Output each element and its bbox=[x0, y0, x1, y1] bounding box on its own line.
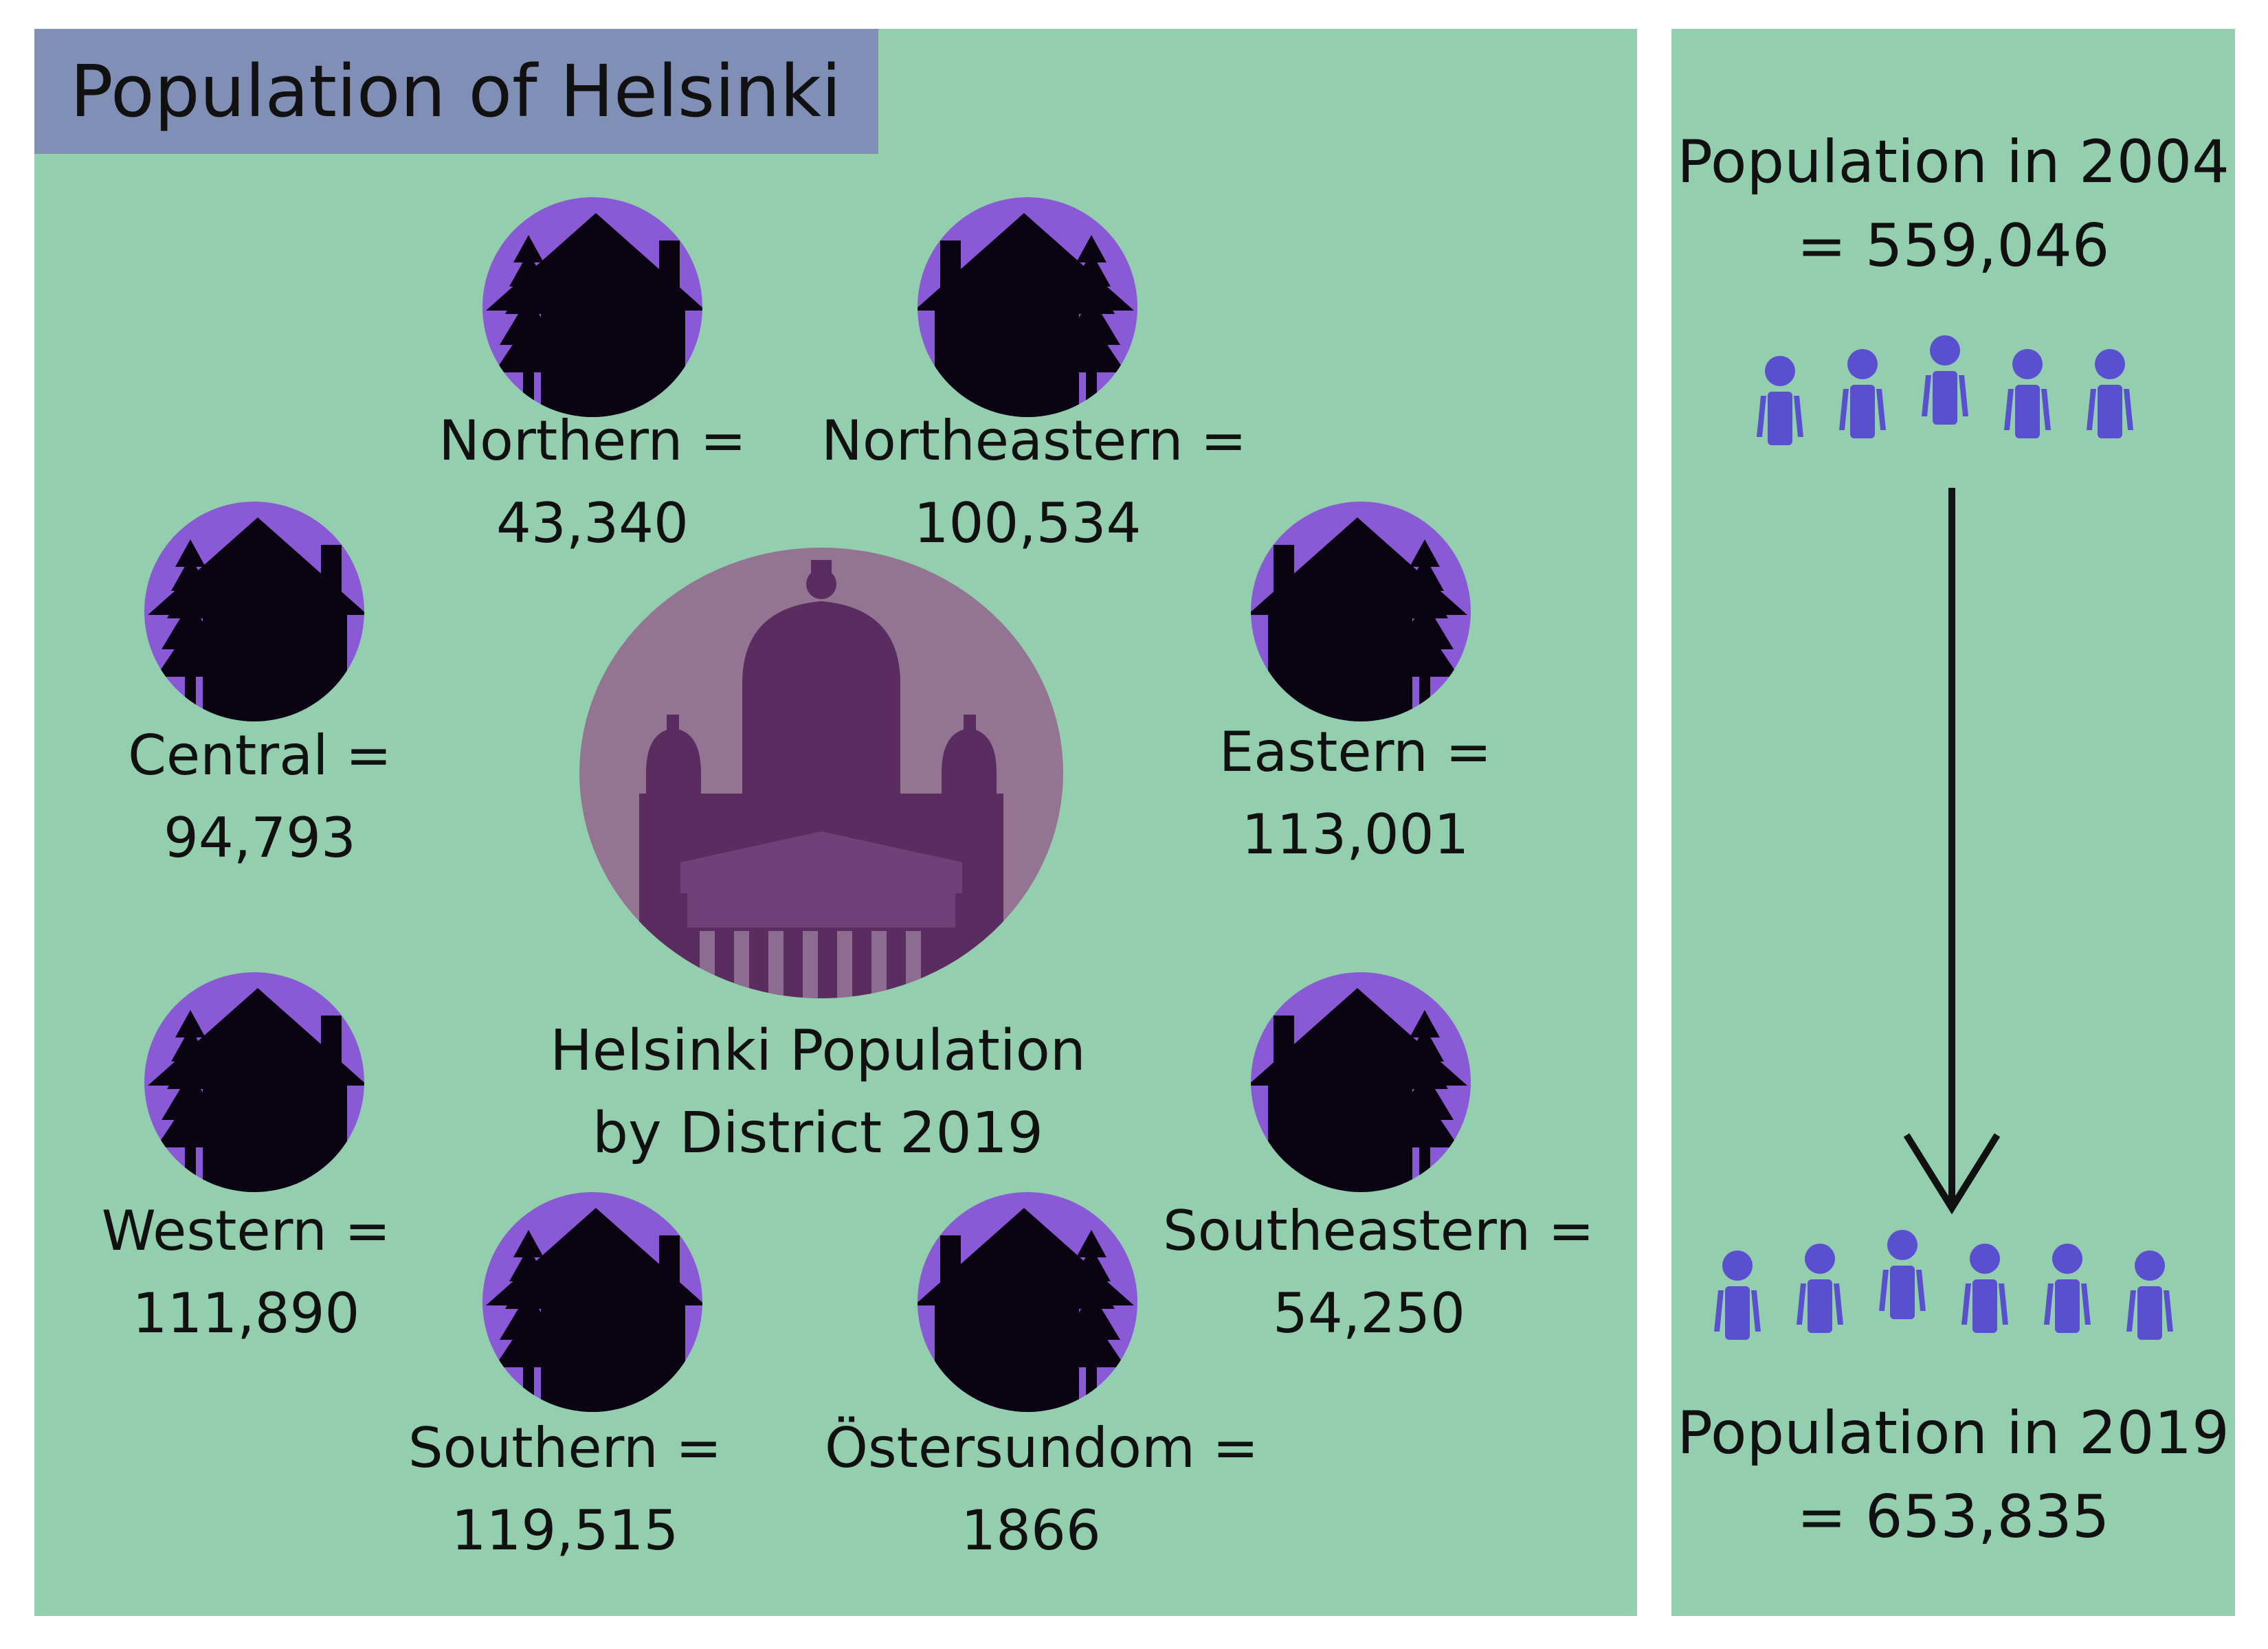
center-label-line1: Helsinki Population bbox=[550, 1018, 1086, 1084]
district-name: Northeastern = bbox=[821, 409, 1247, 473]
district-name: Southeastern = bbox=[1163, 1199, 1594, 1263]
center-label-line2: by District 2019 bbox=[592, 1101, 1043, 1166]
district-name: Eastern = bbox=[1219, 720, 1492, 784]
arrow-down-icon bbox=[1904, 488, 2000, 1215]
title-box: Population of Helsinki bbox=[34, 29, 878, 154]
population-2004-label: Population in 2004 bbox=[1677, 128, 2230, 197]
house-tree-icon bbox=[914, 194, 1141, 420]
district-central: Central = 94,793 bbox=[54, 498, 466, 883]
population-2019-label: Population in 2019 bbox=[1677, 1399, 2230, 1468]
district-name: Western = bbox=[101, 1199, 391, 1263]
population-2019: Population in 2019 = 653,835 bbox=[1671, 1391, 2235, 1559]
district-value: 54,250 bbox=[1273, 1281, 1465, 1345]
district-value: 1866 bbox=[961, 1499, 1101, 1562]
center-label: Helsinki Population by District 2019 bbox=[522, 1010, 1113, 1175]
cathedral-icon bbox=[579, 548, 1063, 998]
district-value: 94,793 bbox=[164, 806, 356, 870]
district-name: Southern = bbox=[408, 1416, 722, 1480]
district-value: 119,515 bbox=[451, 1499, 679, 1562]
house-tree-icon bbox=[141, 969, 368, 1196]
people-icon bbox=[1714, 1230, 2173, 1340]
district-eastern: Eastern = 113,001 bbox=[1149, 498, 1561, 883]
district-name: Northern = bbox=[438, 409, 746, 473]
district-value: 113,001 bbox=[1241, 803, 1469, 866]
district-southeastern: Southeastern = 54,250 bbox=[1163, 969, 1594, 1354]
district-value: 111,890 bbox=[132, 1281, 360, 1345]
district-name: Östersundom = bbox=[825, 1416, 1259, 1480]
district-northeastern: Northeastern = 100,534 bbox=[821, 194, 1247, 565]
house-tree-icon bbox=[479, 194, 706, 420]
house-tree-icon bbox=[1247, 498, 1474, 725]
district-western: Western = 111,890 bbox=[40, 969, 452, 1354]
house-tree-icon bbox=[914, 1189, 1141, 1415]
district-ostersundom: Östersundom = 1866 bbox=[825, 1189, 1259, 1573]
district-northern: Northern = 43,340 bbox=[386, 194, 799, 565]
house-tree-icon bbox=[141, 498, 368, 725]
district-value: 43,340 bbox=[496, 491, 689, 555]
population-2004-value: = 559,046 bbox=[1797, 212, 2110, 280]
population-2019-value: = 653,835 bbox=[1797, 1483, 2110, 1551]
district-name: Central = bbox=[128, 723, 392, 787]
population-2004: Population in 2004 = 559,046 bbox=[1671, 120, 2235, 288]
district-value: 100,534 bbox=[913, 491, 1142, 555]
page-title: Population of Helsinki bbox=[70, 49, 841, 133]
district-southern: Southern = 119,515 bbox=[359, 1189, 771, 1573]
house-tree-icon bbox=[479, 1189, 706, 1415]
people-icon bbox=[1757, 335, 2133, 445]
house-tree-icon bbox=[1247, 969, 1474, 1196]
